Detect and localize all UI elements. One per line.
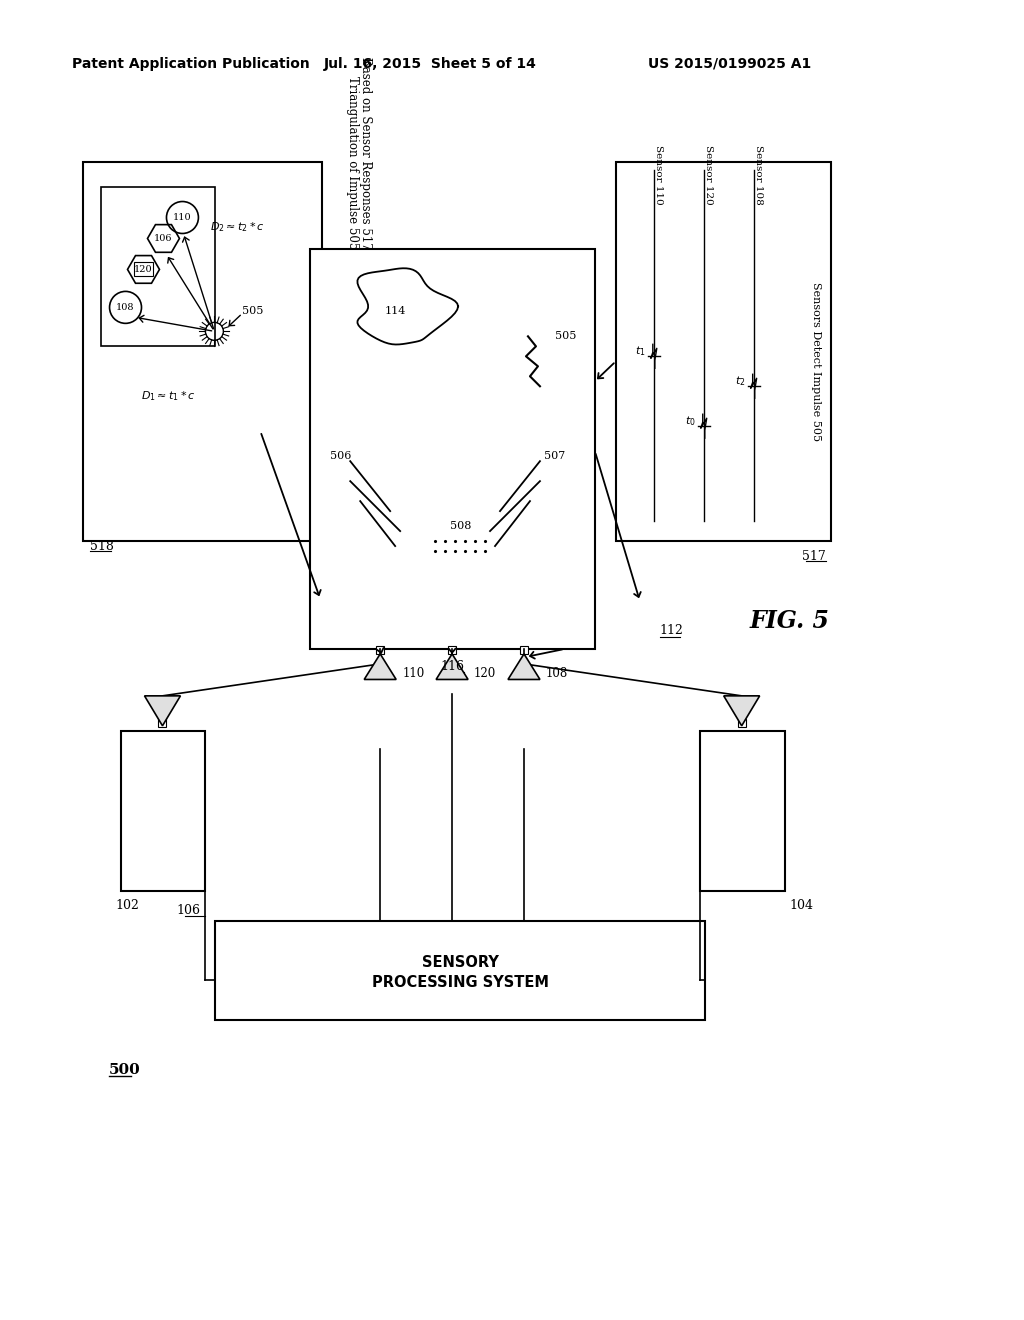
Text: Sensors Detect Impulse 505: Sensors Detect Impulse 505 [811,281,820,441]
Text: 106: 106 [155,234,173,243]
Polygon shape [508,653,540,680]
Text: SENSORY: SENSORY [422,954,499,970]
Text: $t_1$: $t_1$ [635,345,646,358]
Text: 507: 507 [545,451,565,461]
Bar [310,249,595,649]
Text: $t_0$: $t_0$ [685,414,695,428]
Bar [520,645,528,653]
Bar [159,719,167,727]
Bar [376,645,384,653]
Text: Based on Sensor Responses 517: Based on Sensor Responses 517 [358,57,372,249]
Text: 108: 108 [117,302,135,312]
Bar [215,920,705,1020]
Bar [83,161,323,541]
Text: 116: 116 [440,660,464,673]
Polygon shape [724,696,760,726]
Text: 518: 518 [89,540,114,553]
Text: 500: 500 [109,1064,140,1077]
Text: 505: 505 [555,331,577,342]
Text: 102: 102 [116,899,139,912]
Text: US 2015/0199025 A1: US 2015/0199025 A1 [648,57,811,71]
Text: 508: 508 [451,521,471,531]
Text: $D_1 \approx t_1 * c$: $D_1 \approx t_1 * c$ [140,389,196,403]
Polygon shape [436,653,468,680]
Text: 104: 104 [790,899,814,912]
Text: Sensor 108: Sensor 108 [754,145,763,205]
Polygon shape [144,696,180,726]
Text: Triangulation of Impulse 505: Triangulation of Impulse 505 [346,77,358,249]
Text: 106: 106 [176,904,201,917]
Text: $t_2$: $t_2$ [735,375,745,388]
Text: 112: 112 [659,624,684,638]
Text: $D_2 \approx t_2 * c$: $D_2 \approx t_2 * c$ [210,220,265,235]
Text: 114: 114 [384,306,406,317]
Bar [449,645,456,653]
Text: PROCESSING SYSTEM: PROCESSING SYSTEM [372,975,549,990]
Text: 108: 108 [546,668,568,680]
Text: FIG. 5: FIG. 5 [750,609,829,634]
Text: 506: 506 [330,451,351,461]
Text: 505: 505 [243,306,264,317]
Text: Jul. 16, 2015  Sheet 5 of 14: Jul. 16, 2015 Sheet 5 of 14 [324,57,537,71]
Text: 517: 517 [802,549,825,562]
Bar [699,731,784,891]
Bar [121,731,206,891]
Text: 120: 120 [134,265,153,275]
Text: Sensor 110: Sensor 110 [653,145,663,205]
Polygon shape [365,653,396,680]
Bar [737,719,745,727]
Bar [615,161,830,541]
Text: Patent Application Publication: Patent Application Publication [72,57,309,71]
Text: Sensor 120: Sensor 120 [703,145,713,205]
Text: 110: 110 [173,213,191,222]
Bar [100,186,215,346]
Text: 120: 120 [474,668,497,680]
Text: 110: 110 [402,668,424,680]
Bar [133,263,154,276]
